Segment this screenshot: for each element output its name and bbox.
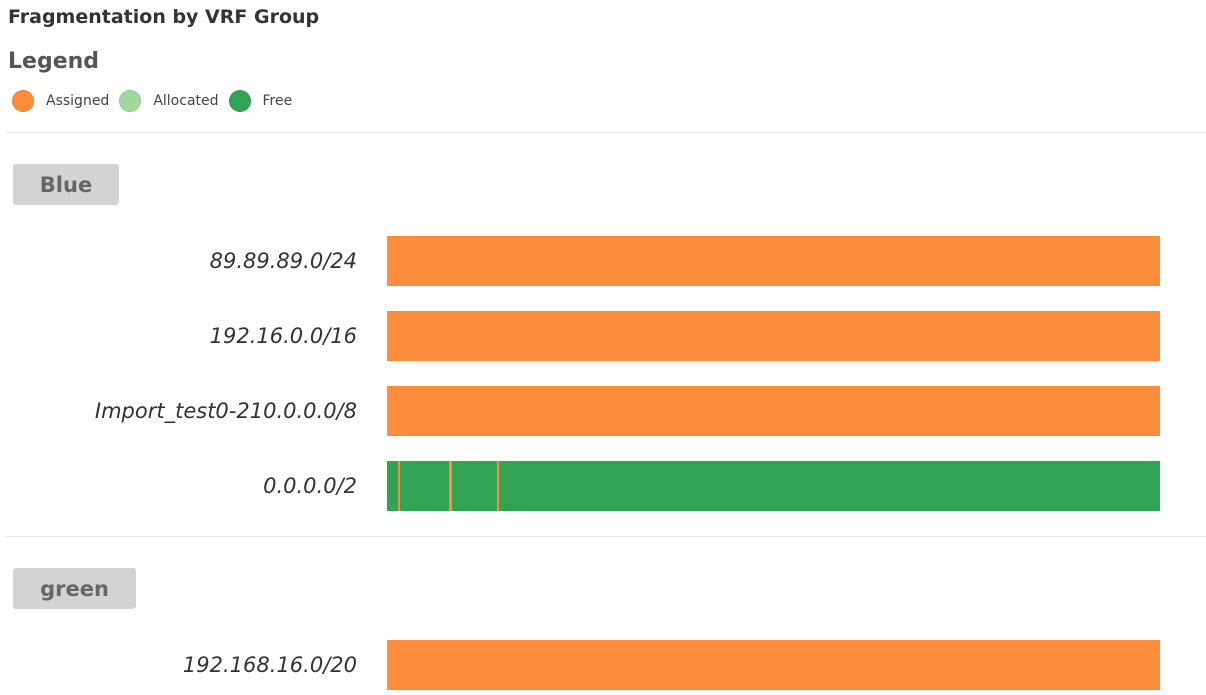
- segment-assigned: [387, 311, 1160, 361]
- segment-free: [387, 461, 1160, 511]
- segment-assigned: [496, 461, 499, 511]
- legend-swatch-allocated: [119, 90, 142, 112]
- divider: [6, 536, 1206, 537]
- segment-assigned: [448, 461, 452, 511]
- legend-label-allocated: Allocated: [153, 93, 219, 109]
- legend-swatch-assigned: [12, 90, 34, 112]
- legend-item-allocated: Allocated: [119, 90, 219, 112]
- fragment-bar-import-test0-210-0-0-0-8[interactable]: [387, 386, 1160, 436]
- legend-label-free: Free: [262, 93, 293, 109]
- segment-assigned: [387, 386, 1160, 436]
- row-label-192-168-16-0-20: 192.168.16.0/20: [182, 653, 357, 677]
- row-label-89-89-89-0-24: 89.89.89.0/24: [209, 249, 357, 273]
- fragment-bar-192-168-16-0-20[interactable]: [387, 640, 1160, 690]
- legend-title: Legend: [8, 49, 100, 74]
- row-label-192-16-0-0-16: 192.16.0.0/16: [209, 324, 357, 348]
- legend-item-assigned: Assigned: [12, 90, 109, 112]
- segment-assigned: [398, 461, 401, 511]
- segment-assigned: [387, 236, 1160, 286]
- row-label-import-test0-210-0-0-0-8: Import_test0-210.0.0.0/8: [94, 399, 357, 423]
- fragment-bar-0-0-0-0-2[interactable]: [387, 461, 1160, 511]
- fragment-bar-89-89-89-0-24[interactable]: [387, 236, 1160, 286]
- group-badge-blue: Blue: [13, 164, 119, 205]
- segment-assigned: [387, 640, 1160, 690]
- legend-item-free: Free: [228, 90, 293, 112]
- page-title: Fragmentation by VRF Group: [8, 6, 320, 28]
- group-badge-green: green: [13, 568, 136, 609]
- legend: Assigned Allocated Free: [12, 88, 302, 114]
- legend-label-assigned: Assigned: [46, 93, 110, 109]
- divider: [6, 132, 1206, 133]
- row-label-0-0-0-0-2: 0.0.0.0/2: [263, 474, 357, 498]
- legend-swatch-free: [228, 90, 251, 112]
- fragment-bar-192-16-0-0-16[interactable]: [387, 311, 1160, 361]
